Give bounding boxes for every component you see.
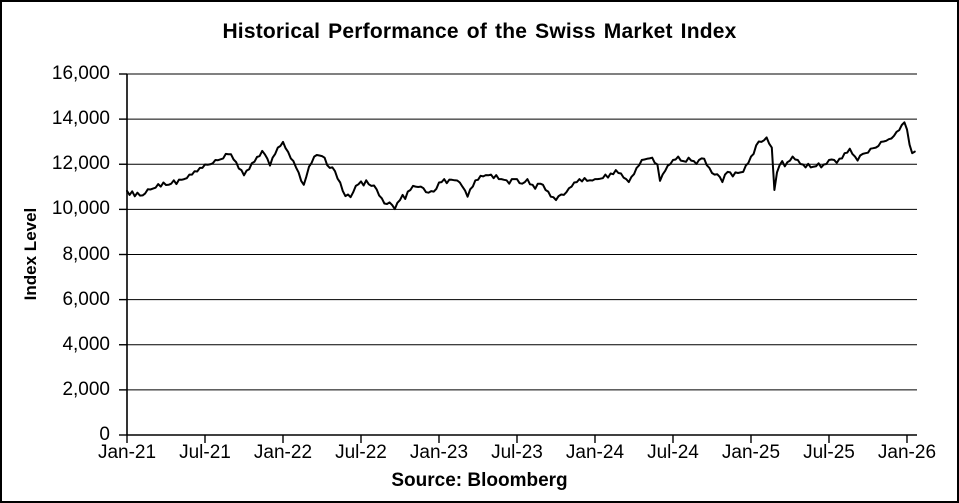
y-tick-label: 8,000 — [62, 243, 110, 265]
x-tick-label: Jul-22 — [335, 442, 387, 463]
smi-price-line — [126, 121, 916, 211]
y-axis-title: Index Level — [21, 207, 40, 301]
x-tick-label: Jul-24 — [647, 442, 699, 463]
y-tick-label: 12,000 — [51, 153, 110, 175]
x-tick-label: Jul-21 — [179, 442, 231, 463]
x-tick-label: Jul-23 — [491, 442, 543, 463]
y-tick-label: 10,000 — [51, 198, 110, 220]
x-tick-label: Jan-25 — [721, 442, 781, 463]
x-tick-label: Jan-23 — [409, 442, 469, 463]
x-tick-label: Jan-26 — [877, 442, 937, 463]
x-tick-label: Jan-21 — [97, 442, 157, 463]
chart-title: Historical Performance of the Swiss Mark… — [222, 20, 737, 43]
y-tick-label: 14,000 — [51, 108, 110, 130]
y-tick-label: 2,000 — [62, 378, 110, 400]
y-tick-label: 16,000 — [51, 63, 110, 84]
x-tick-label: Jan-22 — [253, 442, 313, 463]
source-caption: Source: Bloomberg — [391, 470, 568, 491]
x-tick-label: Jan-24 — [565, 442, 625, 463]
x-tick-label: Jul-25 — [803, 442, 855, 463]
y-tick-label: 6,000 — [62, 288, 110, 310]
y-tick-label: 4,000 — [62, 333, 110, 355]
y-tick-label: 0 — [99, 424, 110, 445]
